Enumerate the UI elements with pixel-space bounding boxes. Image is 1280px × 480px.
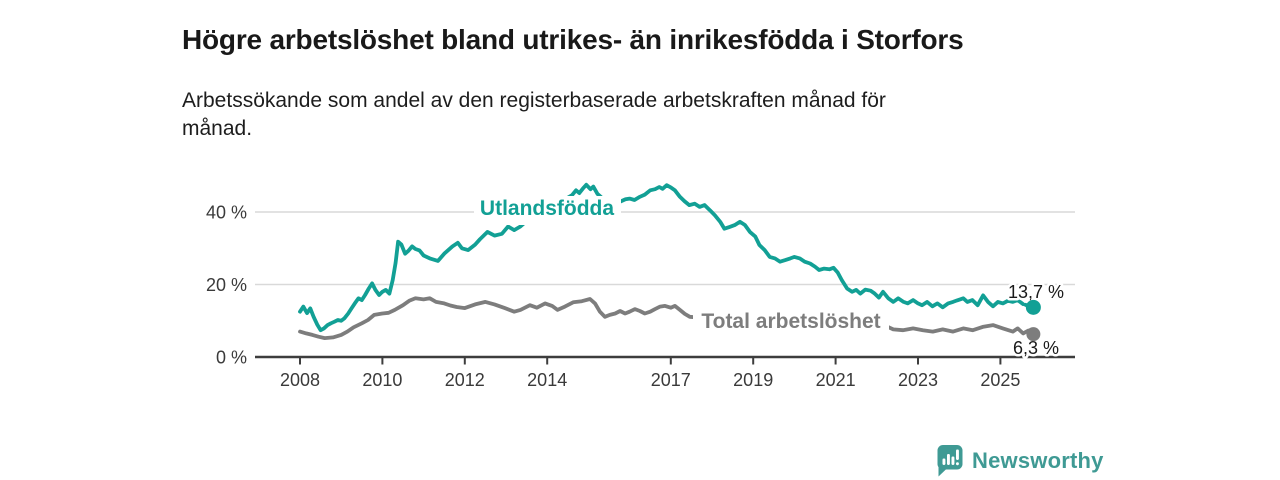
chart-title: Högre arbetslöshet bland utrikes- än inr…: [182, 23, 964, 55]
end-value-label-total: 6,3 %: [1013, 338, 1059, 358]
end-value-label-utlandsfodda: 13,7 %: [1008, 282, 1064, 302]
newsworthy-logo[interactable]: Newsworthy: [933, 444, 1104, 477]
x-tick-label-2012: 2012: [445, 370, 485, 390]
x-tick-label-2014: 2014: [527, 370, 567, 390]
y-tick-label-20: 20 %: [206, 275, 247, 295]
gridlines: [255, 211, 1075, 286]
x-tick-label-2019: 2019: [733, 370, 773, 390]
series-label-utlandsfodda: Utlandsfödda: [480, 197, 614, 220]
x-tick-label-2010: 2010: [362, 370, 402, 390]
y-tick-label-0: 0 %: [216, 348, 247, 368]
newsworthy-logo-icon: [937, 445, 963, 477]
chart-subtitle: Arbetssökande som andel av den registerb…: [182, 89, 886, 140]
series-line-utlandsfodda: [298, 182, 1025, 333]
series-end-dot-utlandsfodda: [1025, 299, 1041, 315]
x-axis-ticks: 2008 2010 2012 2014 2017 2019 2021 2023 2025: [280, 358, 1020, 390]
x-tick-label-2025: 2025: [980, 370, 1020, 390]
x-tick-label-2021: 2021: [816, 370, 856, 390]
exclamation-glyph: [956, 449, 959, 466]
x-tick-label-2023: 2023: [898, 370, 938, 390]
x-tick-label-2017: 2017: [651, 370, 691, 390]
series-end-dot-total: [1026, 327, 1041, 342]
label-mask-utlandsfodda: [474, 196, 621, 225]
label-mask-total: [693, 306, 889, 338]
x-tick-label-2008: 2008: [280, 370, 320, 390]
y-tick-label-40: 40 %: [206, 203, 247, 223]
y-axis-labels: 0 % 20 % 40 %: [206, 203, 247, 368]
series-line-total-arbetsloshet: [298, 296, 1036, 340]
bar-chart-glyph: [942, 454, 955, 465]
series-label-total-arbetsloshet: Total arbetslöshet: [701, 310, 880, 333]
newsworthy-logo-text: Newsworthy: [972, 447, 1104, 473]
